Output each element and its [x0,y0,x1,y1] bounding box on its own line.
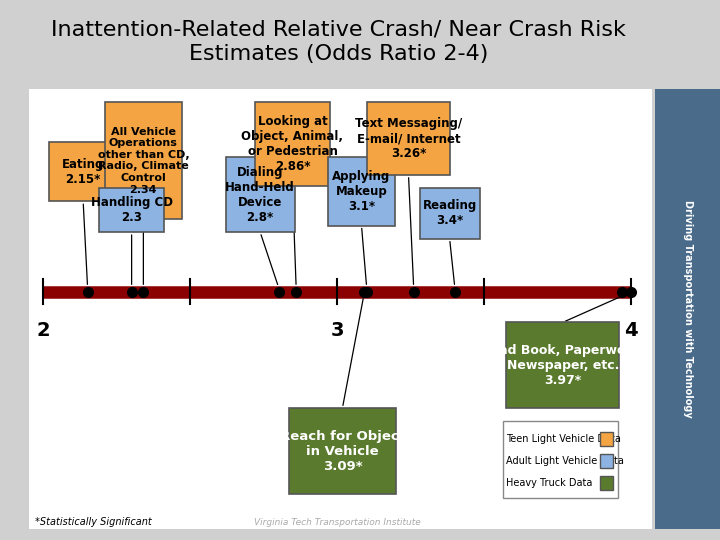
FancyBboxPatch shape [255,102,330,186]
Text: Text Messaging/
E-mail/ Internet
3.26*: Text Messaging/ E-mail/ Internet 3.26* [355,117,462,160]
Text: Looking at
Object, Animal,
or Pedestrian
2.86*: Looking at Object, Animal, or Pedestrian… [241,115,343,173]
FancyBboxPatch shape [420,188,480,239]
Text: Teen Light Vehicle Data: Teen Light Vehicle Data [506,434,621,444]
FancyBboxPatch shape [600,476,613,490]
FancyBboxPatch shape [225,157,294,232]
Text: Applying
Makeup
3.1*: Applying Makeup 3.1* [333,170,391,213]
Text: Reach for Object
in Vehicle
3.09*: Reach for Object in Vehicle 3.09* [280,430,405,472]
Text: *Statistically Significant: *Statistically Significant [35,517,151,527]
Text: Adult Light Vehicle Data: Adult Light Vehicle Data [506,456,624,466]
FancyBboxPatch shape [506,322,619,408]
Text: Virginia Tech Transportation Institute: Virginia Tech Transportation Institute [254,518,420,527]
FancyBboxPatch shape [105,102,181,219]
Text: 4: 4 [624,321,638,341]
FancyBboxPatch shape [289,408,396,494]
Text: All Vehicle
Operations
other than CD,
Radio, Climate
Control
2.34: All Vehicle Operations other than CD, Ra… [97,126,189,194]
Text: Eating
2.15*: Eating 2.15* [62,158,104,186]
Text: Handling CD
2.3: Handling CD 2.3 [91,196,173,224]
Text: Read Book, Paperwork,
Newspaper, etc.
3.97*: Read Book, Paperwork, Newspaper, etc. 3.… [481,344,644,387]
FancyBboxPatch shape [99,188,164,232]
Text: Reading
3.4*: Reading 3.4* [423,199,477,227]
FancyBboxPatch shape [366,102,451,175]
FancyBboxPatch shape [503,421,618,498]
Text: 2: 2 [37,321,50,341]
Text: Driving Transportation with Technology: Driving Transportation with Technology [683,200,693,418]
Text: Dialing
Hand-Held
Device
2.8*: Dialing Hand-Held Device 2.8* [225,166,295,224]
Text: 3: 3 [330,321,344,341]
FancyBboxPatch shape [50,142,117,201]
Text: Heavy Truck Data: Heavy Truck Data [506,478,593,488]
FancyBboxPatch shape [600,454,613,468]
FancyBboxPatch shape [328,157,395,226]
FancyBboxPatch shape [600,432,613,446]
Text: Inattention-Related Relative Crash/ Near Crash Risk
Estimates (Odds Ratio 2-4): Inattention-Related Relative Crash/ Near… [51,19,626,64]
